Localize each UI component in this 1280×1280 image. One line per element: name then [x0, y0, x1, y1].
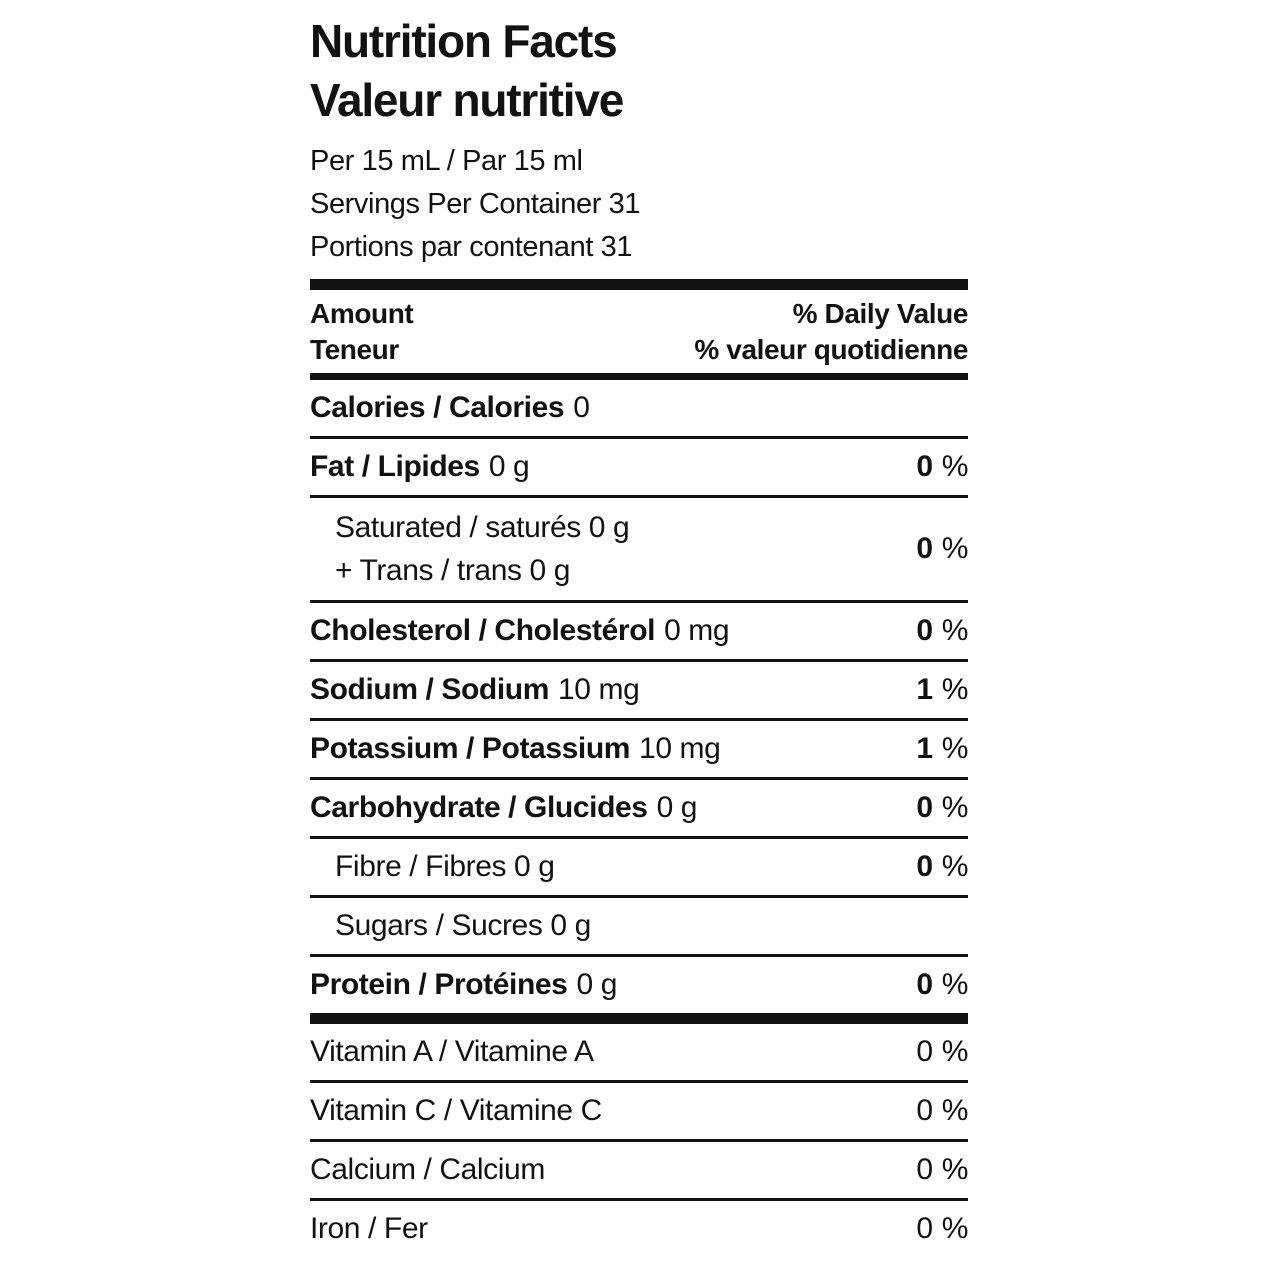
protein-name: Protein / Protéines: [310, 968, 568, 1001]
saturated-line: Saturated / saturés 0 g: [335, 511, 630, 544]
protein-amount: 0 g: [576, 968, 617, 1001]
cholesterol-amount: 0 mg: [664, 614, 730, 647]
iron-daily-value: 0%: [916, 1212, 968, 1245]
separator: [310, 777, 968, 780]
row-iron: Iron / Fer 0%: [310, 1201, 968, 1257]
cholesterol-name: Cholesterol / Cholestérol: [310, 614, 656, 647]
row-sugars: Sugars / Sucres 0 g: [310, 898, 968, 954]
potassium-amount: 10 mg: [639, 732, 721, 765]
separator-bar-top: [310, 279, 968, 290]
separator: [310, 836, 968, 839]
daily-value-header-fr: % valeur quotidienne: [694, 334, 968, 365]
trans-line: + Trans / trans 0 g: [335, 554, 571, 587]
row-calcium: Calcium / Calcium 0%: [310, 1142, 968, 1198]
vitamin-a-daily-value: 0%: [916, 1035, 968, 1068]
carbohydrate-amount: 0 g: [656, 791, 698, 824]
carbohydrate-daily-value: 0%: [916, 791, 968, 824]
daily-value-header: % Daily Value % valeur quotidienne: [694, 296, 968, 368]
sodium-name: Sodium / Sodium: [310, 673, 549, 706]
calories-name: Calories / Calories: [310, 391, 565, 424]
separator: [310, 1139, 968, 1142]
sodium-daily-value: 1%: [916, 673, 968, 706]
separator: [310, 954, 968, 957]
iron-name: Iron / Fer: [310, 1212, 428, 1245]
serving-info: Per 15 mL / Par 15 ml Servings Per Conta…: [310, 140, 968, 269]
sodium-amount: 10 mg: [558, 673, 640, 706]
column-header: Amount Teneur % Daily Value % valeur quo…: [310, 290, 968, 373]
row-calories: Calories / Calories 0: [310, 380, 968, 436]
separator: [310, 1198, 968, 1201]
row-cholesterol: Cholesterol / Cholestérol 0 mg 0%: [310, 603, 968, 659]
separator: [310, 1080, 968, 1083]
calcium-daily-value: 0%: [916, 1153, 968, 1186]
separator: [310, 659, 968, 662]
label-title-en: Nutrition Facts: [310, 15, 618, 67]
row-fibre: Fibre / Fibres 0 g 0%: [310, 839, 968, 895]
calcium-name: Calcium / Calcium: [310, 1153, 545, 1186]
fat-name: Fat / Lipides: [310, 450, 480, 483]
fat-amount: 0 g: [488, 450, 530, 483]
protein-daily-value: 0%: [916, 968, 968, 1001]
carbohydrate-name: Carbohydrate / Glucides: [310, 791, 648, 824]
separator: [310, 718, 968, 721]
separator-header: [310, 373, 968, 380]
vitamin-a-name: Vitamin A / Vitamine A: [310, 1035, 594, 1068]
servings-per-container-en: Servings Per Container 31: [310, 188, 641, 220]
fibre-daily-value: 0%: [916, 850, 968, 883]
servings-per-container-fr: Portions par contenant 31: [310, 231, 633, 263]
fibre-name: Fibre / Fibres 0 g: [335, 850, 555, 883]
label-title-fr: Valeur nutritive: [310, 74, 624, 126]
separator: [310, 436, 968, 439]
sugars-name: Sugars / Sucres 0 g: [335, 909, 591, 942]
row-potassium: Potassium / Potassium 10 mg 1%: [310, 721, 968, 777]
fat-daily-value: 0%: [916, 450, 968, 483]
separator-bar-micronutrients: [310, 1013, 968, 1024]
row-saturated-trans: Saturated / saturés 0 g + Trans / trans …: [310, 498, 968, 600]
cholesterol-daily-value: 0%: [916, 614, 968, 647]
row-fat: Fat / Lipides 0 g 0%: [310, 439, 968, 495]
amount-header: Amount Teneur: [310, 296, 414, 368]
potassium-name: Potassium / Potassium: [310, 732, 631, 765]
vitamin-c-name: Vitamin C / Vitamine C: [310, 1094, 602, 1127]
nutrition-facts-label: Nutrition Facts Valeur nutritive Per 15 …: [310, 12, 968, 1257]
row-sodium: Sodium / Sodium 10 mg 1%: [310, 662, 968, 718]
potassium-daily-value: 1%: [916, 732, 968, 765]
row-vitamin-a: Vitamin A / Vitamine A 0%: [310, 1024, 968, 1080]
saturated-daily-value: 0%: [916, 532, 968, 565]
daily-value-header-en: % Daily Value: [792, 298, 969, 329]
serving-size: Per 15 mL / Par 15 ml: [310, 145, 583, 177]
separator: [310, 600, 968, 603]
calories-amount: 0: [573, 391, 590, 424]
separator: [310, 895, 968, 898]
row-vitamin-c: Vitamin C / Vitamine C 0%: [310, 1083, 968, 1139]
row-protein: Protein / Protéines 0 g 0%: [310, 957, 968, 1013]
amount-header-fr: Teneur: [310, 334, 399, 365]
row-carbohydrate: Carbohydrate / Glucides 0 g 0%: [310, 780, 968, 836]
vitamin-c-daily-value: 0%: [916, 1094, 968, 1127]
separator: [310, 495, 968, 498]
amount-header-en: Amount: [310, 298, 414, 329]
